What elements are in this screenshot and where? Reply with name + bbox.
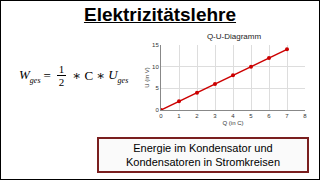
svg-text:7: 7 xyxy=(285,113,289,119)
svg-text:1: 1 xyxy=(177,113,181,119)
svg-text:U (in V): U (in V) xyxy=(144,67,150,87)
html-text:Energie im Kondensator und: Energie im Kondensator und xyxy=(133,142,273,154)
svg-text:Q (in C): Q (in C) xyxy=(223,120,244,126)
svg-text:10: 10 xyxy=(152,64,159,70)
svg-text:Q-U-Diagramm: Q-U-Diagramm xyxy=(207,32,262,41)
svg-text:0: 0 xyxy=(155,107,159,113)
svg-text:6: 6 xyxy=(267,113,271,119)
html-text:∗ C ∗ Uges: ∗ C ∗ Uges xyxy=(72,66,129,85)
svg-text:4: 4 xyxy=(231,113,235,119)
svg-text:15: 15 xyxy=(152,42,159,48)
html-text:Kondensatoren in Stromkreisen: Kondensatoren in Stromkreisen xyxy=(126,156,280,168)
html-text:Elektrizitätslehre: Elektrizitätslehre xyxy=(84,4,236,25)
svg-text:2: 2 xyxy=(195,113,199,119)
svg-text:5: 5 xyxy=(249,113,253,119)
html-text:1: 1 xyxy=(58,63,65,75)
html-text:Wges=: Wges= xyxy=(19,66,51,85)
html-text:2: 2 xyxy=(58,76,65,88)
svg-text:3: 3 xyxy=(213,113,217,119)
svg-text:0: 0 xyxy=(159,113,163,119)
svg-text:5: 5 xyxy=(155,85,159,91)
svg-text:8: 8 xyxy=(303,113,307,119)
